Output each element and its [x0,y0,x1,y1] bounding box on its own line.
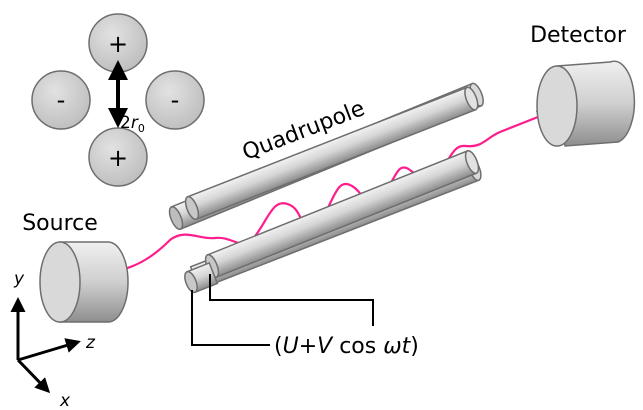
y-axis-label: y [13,269,25,289]
rod-cross-section: + - - + 2r0 [32,14,204,186]
rod-front-bottom [203,149,481,279]
ion-trajectory [121,113,548,270]
detector-cylinder [537,61,634,146]
source-cylinder [40,242,128,322]
rod-bottom-charge: + [108,144,128,172]
rod-right-charge: - [171,86,180,114]
z-axis-label: z [85,333,96,353]
rod-top-charge: + [108,30,128,58]
x-axis-arrow [18,360,48,391]
z-axis-arrow [18,342,78,360]
source-label: Source [22,211,98,236]
voltage-label: (U+V cos ωt) [274,334,419,359]
rod-left-charge: - [57,86,66,114]
r0-label: 2r0 [120,113,145,135]
detector-label: Detector [530,23,627,48]
x-axis-label: x [59,391,71,410]
